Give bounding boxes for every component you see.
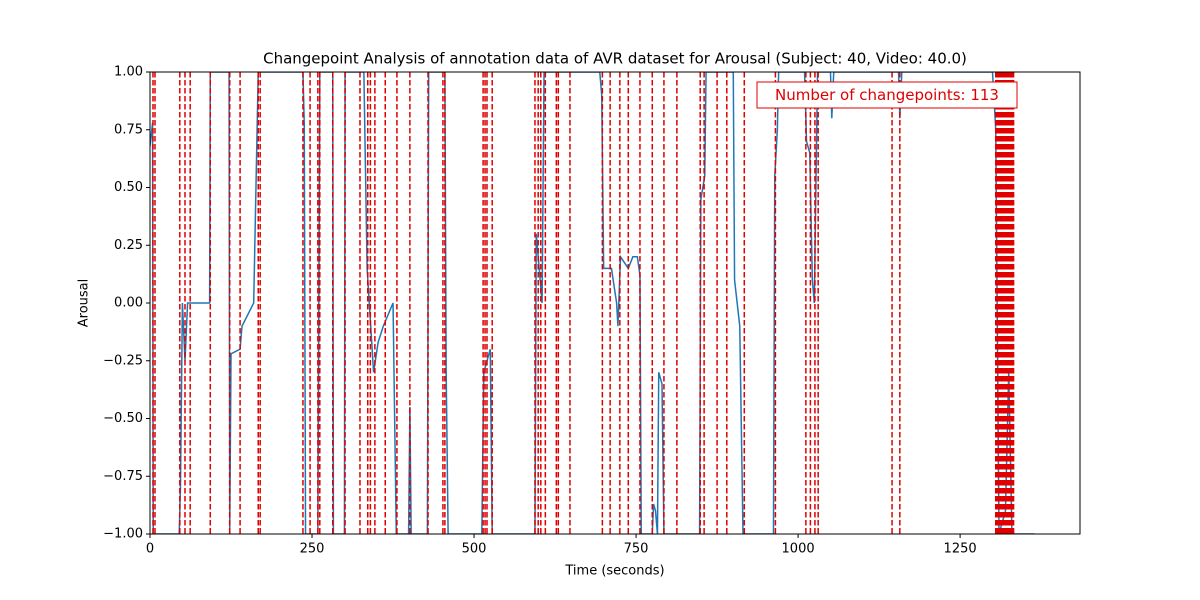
x-tick-label: 500: [462, 542, 487, 557]
annotation-text: Number of changepoints: 113: [775, 86, 999, 104]
x-tick-label: 1250: [944, 542, 977, 557]
y-tick-label: −0.50: [103, 411, 143, 426]
y-tick-label: 0.50: [114, 180, 143, 195]
y-tick-label: 0.00: [114, 296, 143, 311]
x-tick-label: 1000: [782, 542, 815, 557]
x-tick-label: 750: [624, 542, 649, 557]
y-tick-label: 0.25: [114, 238, 143, 253]
chart-title: Changepoint Analysis of annotation data …: [263, 50, 967, 68]
y-tick-label: −0.25: [103, 353, 143, 368]
y-axis-label: Arousal: [77, 279, 92, 328]
plot-frame: [149, 71, 1081, 535]
annotation-box: [756, 81, 1018, 109]
x-tick-label: 250: [300, 542, 325, 557]
y-tick-label: −1.00: [103, 527, 143, 542]
y-tick-label: 0.75: [114, 122, 143, 137]
x-axis-label: Time (seconds): [564, 564, 664, 579]
x-tick-label: 0: [146, 542, 154, 557]
annotation: Number of changepoints: 113: [756, 81, 1018, 109]
y-tick-label: 1.00: [114, 65, 143, 80]
y-tick-label: −0.75: [103, 469, 143, 484]
data-line: [150, 72, 1035, 534]
